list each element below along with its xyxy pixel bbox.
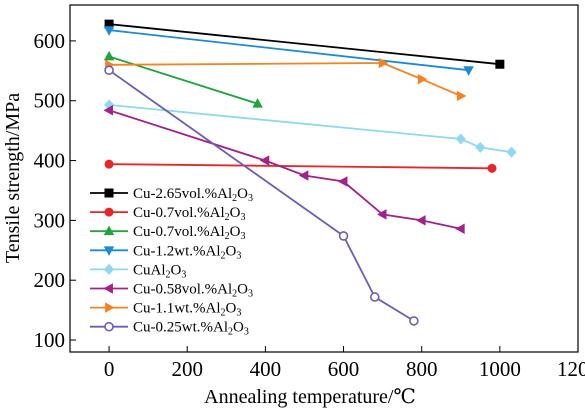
data-point	[416, 215, 426, 226]
legend-entry-2: Cu-0.7vol.%Al2O3	[90, 205, 246, 223]
x-tick-label: 200	[171, 357, 203, 381]
x-axis-title: Annealing temperature/℃	[204, 386, 416, 408]
x-tick-label: 400	[250, 357, 282, 381]
data-point	[103, 225, 115, 236]
y-tick-label: 600	[34, 29, 66, 53]
series-line	[109, 23, 500, 66]
legend-entry-1: Cu-2.65vol.%Al2O3	[90, 186, 253, 204]
data-point	[103, 283, 113, 294]
y-tick-label: 100	[34, 328, 66, 352]
legend-label: Cu-0.58vol.%Al2O3	[133, 282, 253, 300]
series-8	[104, 65, 419, 326]
data-point	[103, 263, 115, 275]
data-point	[103, 105, 113, 116]
legend-entry-4: Cu-1.2wt.%Al2O3	[90, 243, 241, 261]
legend-entry-5: CuAl2O3	[90, 262, 186, 280]
series-2	[104, 159, 497, 173]
x-tick-label: 600	[328, 357, 360, 381]
legend: Cu-2.65vol.%Al2O3Cu-0.7vol.%Al2O3Cu-0.7v…	[90, 186, 253, 338]
series-line	[109, 62, 462, 97]
legend-label: Cu-1.2wt.%Al2O3	[133, 243, 241, 261]
data-point	[105, 302, 115, 313]
y-axis-title: Tensile strength/MPa	[2, 93, 24, 263]
data-point	[369, 292, 380, 302]
data-point	[103, 26, 115, 36]
axes: 0 200 400 600 800 1000 1200 100 200 300 400 500 600	[34, 4, 585, 381]
series-line	[108, 69, 415, 322]
data-point	[338, 231, 349, 241]
legend-label: Cu-0.7vol.%Al2O3	[133, 205, 246, 223]
data-point	[104, 188, 114, 198]
data-point	[104, 159, 114, 169]
legend-label: Cu-1.1wt.%Al2O3	[133, 301, 241, 319]
series-layer	[103, 19, 517, 326]
data-point	[104, 207, 114, 217]
data-point	[103, 50, 115, 61]
plot-frame	[69, 4, 579, 353]
series-line	[109, 163, 493, 170]
data-point	[378, 57, 389, 69]
data-point	[495, 59, 505, 69]
x-tick-label: 800	[406, 357, 438, 381]
series-7	[105, 57, 467, 102]
data-point	[103, 246, 115, 256]
legend-entry-7: Cu-1.1wt.%Al2O3	[90, 301, 241, 319]
series-1	[104, 19, 505, 69]
series-line	[109, 29, 469, 72]
series-6	[103, 105, 465, 235]
x-tick-label: 1200	[557, 357, 585, 381]
series-3	[103, 50, 263, 108]
data-point	[417, 73, 428, 85]
legend-entry-6: Cu-0.58vol.%Al2O3	[90, 282, 253, 300]
legend-label: CuAl2O3	[133, 262, 186, 280]
x-tick-label: 1000	[479, 357, 521, 381]
series-line	[109, 104, 512, 154]
data-point	[409, 316, 419, 326]
data-point	[487, 163, 497, 173]
legend-label: Cu-0.7vol.%Al2O3	[133, 224, 246, 242]
data-point	[104, 321, 114, 332]
legend-label: Cu-0.25wt.%Al2O3	[133, 320, 249, 338]
data-point	[298, 170, 309, 181]
data-point	[456, 90, 467, 102]
data-point	[475, 141, 486, 153]
data-point	[455, 223, 465, 235]
data-point	[506, 146, 517, 158]
data-point	[259, 155, 270, 166]
y-tick-label: 400	[34, 149, 66, 173]
y-tick-label: 200	[34, 268, 66, 292]
y-tick-label: 300	[34, 208, 66, 232]
legend-entry-3: Cu-0.7vol.%Al2O3	[90, 224, 246, 242]
legend-entry-8: Cu-0.25wt.%Al2O3	[90, 320, 249, 338]
y-tick-label: 500	[34, 89, 66, 113]
data-point	[376, 209, 387, 220]
data-point	[463, 66, 474, 76]
data-point	[455, 133, 466, 145]
legend-label: Cu-2.65vol.%Al2O3	[133, 186, 253, 204]
data-point	[252, 98, 263, 108]
series-4	[103, 26, 474, 76]
x-tick-label: 0	[104, 357, 115, 381]
data-point	[337, 176, 348, 187]
data-point	[104, 65, 114, 76]
